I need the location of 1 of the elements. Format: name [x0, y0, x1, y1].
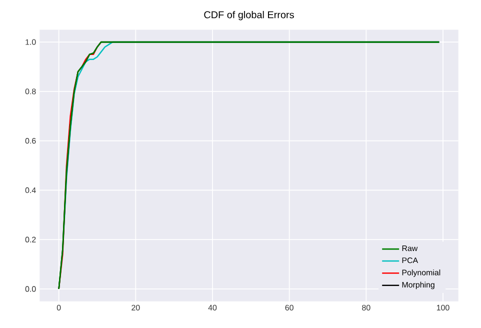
chart-title: CDF of global Errors: [204, 10, 294, 20]
